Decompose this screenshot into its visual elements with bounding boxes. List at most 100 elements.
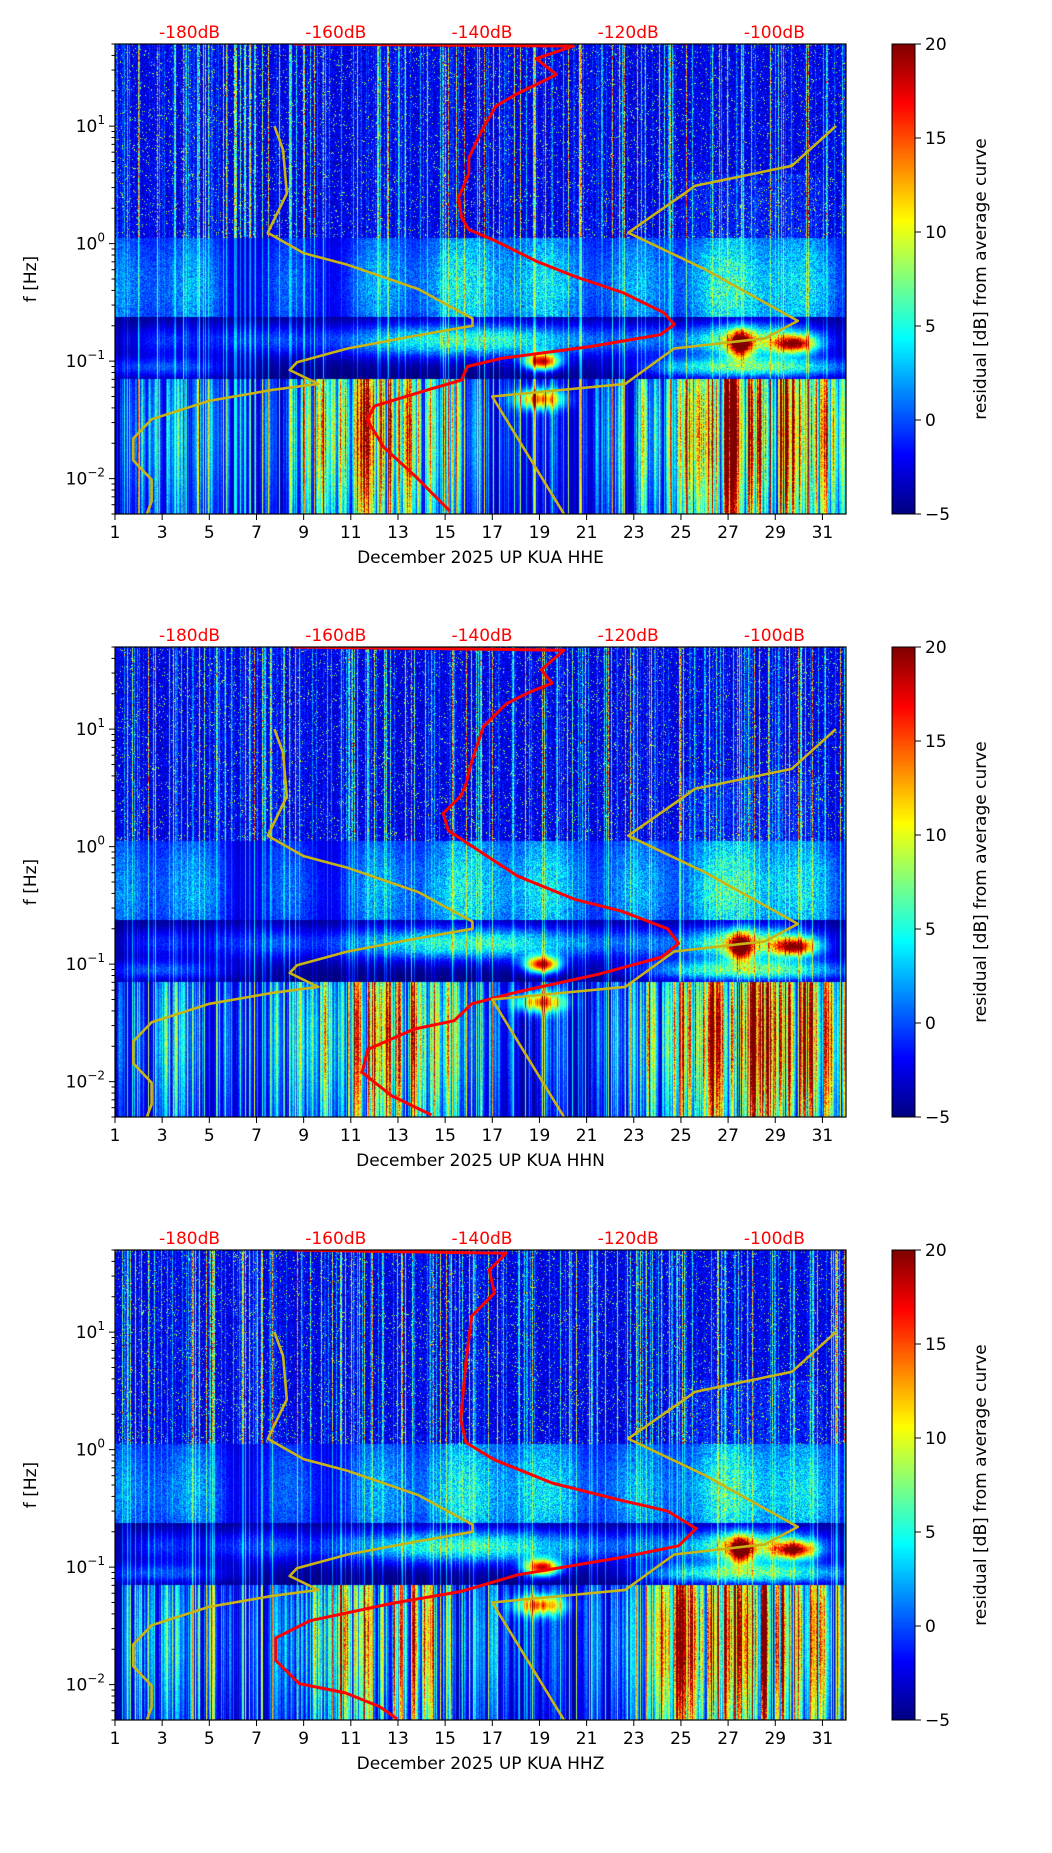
top-db-label: -140dB	[451, 626, 512, 646]
nlnm-curve	[132, 728, 474, 1117]
x-tick-label: 17	[481, 1729, 503, 1749]
y-tick-exponent: 1	[97, 716, 105, 730]
x-tick-label: 19	[529, 1126, 551, 1146]
y-tick-exponent: −2	[87, 466, 105, 480]
colorbar-label: residual [dB] from average curve	[971, 1344, 991, 1625]
y-tick-base: 10	[76, 838, 98, 858]
nlnm-curve	[132, 1331, 474, 1720]
plot-frame	[114, 1249, 847, 1721]
x-tick-label: 7	[251, 523, 262, 543]
colorbar-tick-label: 5	[925, 920, 936, 940]
x-tick-label: 13	[387, 1729, 409, 1749]
x-tick-label: 27	[717, 523, 739, 543]
x-tick-label: 9	[298, 1729, 309, 1749]
spectrogram-panel-hhn: 1 3 5 7 9 11 13 15 17 19 21 23 25 27 29 31 December 2025…	[0, 626, 1052, 1250]
x-tick-label: 3	[157, 1126, 168, 1146]
y-tick-exponent: −2	[87, 1672, 105, 1686]
x-tick-label: 5	[204, 523, 215, 543]
x-tick-label: 29	[764, 1729, 786, 1749]
top-db-label: -100dB	[744, 1229, 805, 1249]
x-tick-label: 21	[576, 523, 598, 543]
x-tick-label: 5	[204, 1729, 215, 1749]
x-tick-label: 15	[434, 523, 456, 543]
colorbar-tick-label: 15	[925, 1335, 947, 1355]
x-tick-label: 13	[387, 1126, 409, 1146]
colorbar-tick-label: −5	[925, 1711, 950, 1731]
y-tick-label: 10−1	[66, 348, 105, 372]
top-db-label: -160dB	[305, 626, 366, 646]
x-tick-label: 9	[298, 523, 309, 543]
y-tick-exponent: 0	[97, 834, 105, 848]
top-db-label: -100dB	[744, 626, 805, 646]
y-tick-base: 10	[76, 1323, 98, 1343]
spectrogram-panel-hhz: 1 3 5 7 9 11 13 15 17 19 21 23 25 27 29 31 December 2025…	[0, 1229, 1052, 1853]
x-tick-label: 19	[529, 523, 551, 543]
y-tick-base: 10	[66, 352, 88, 372]
y-tick-base: 10	[76, 117, 98, 137]
top-db-label: -180dB	[159, 626, 220, 646]
y-tick-exponent: −2	[87, 1069, 105, 1083]
colorbar-tick-label: 15	[925, 732, 947, 752]
colorbar-tick-label: 10	[925, 1429, 947, 1449]
colorbar	[892, 647, 915, 1117]
y-tick-label: 10−1	[66, 1554, 105, 1578]
x-tick-label: 7	[251, 1126, 262, 1146]
colorbar-tick-label: 20	[925, 35, 947, 55]
x-tick-label: 29	[764, 1126, 786, 1146]
x-tick-label: 1	[110, 1126, 121, 1146]
x-tick-label: 15	[434, 1126, 456, 1146]
x-tick-label: 11	[340, 523, 362, 543]
y-tick-label: 100	[76, 231, 105, 255]
colorbar-tick-label: 5	[925, 317, 936, 337]
top-db-label: -120dB	[598, 1229, 659, 1249]
x-tick-label: 7	[251, 1729, 262, 1749]
y-tick-exponent: 1	[97, 113, 105, 127]
nhnm-curve	[490, 728, 837, 1117]
y-tick-label: 100	[76, 834, 105, 858]
x-axis-label: December 2025 UP KUA HHZ	[357, 1754, 605, 1774]
y-tick-label: 101	[76, 113, 105, 137]
plot-frame	[114, 43, 847, 515]
x-axis-label: December 2025 UP KUA HHN	[356, 1151, 605, 1171]
colorbar-tick-label: 10	[925, 223, 947, 243]
y-tick-label: 10−2	[66, 466, 105, 490]
x-tick-label: 31	[812, 1729, 834, 1749]
y-tick-exponent: 1	[97, 1319, 105, 1333]
y-tick-exponent: −1	[87, 1554, 105, 1568]
nhnm-curve	[490, 125, 837, 514]
y-tick-base: 10	[66, 1676, 88, 1696]
nlnm-curve	[132, 125, 474, 514]
top-db-label: -180dB	[159, 1229, 220, 1249]
x-tick-label: 11	[340, 1729, 362, 1749]
x-tick-label: 1	[110, 523, 121, 543]
colorbar-tick-label: 15	[925, 129, 947, 149]
x-tick-label: 19	[529, 1729, 551, 1749]
colorbar-tick-label: 0	[925, 411, 936, 431]
x-tick-label: 17	[481, 523, 503, 543]
y-tick-base: 10	[76, 1441, 98, 1461]
x-tick-label: 25	[670, 1126, 692, 1146]
colorbar-tick-label: 20	[925, 1241, 947, 1261]
y-tick-exponent: −1	[87, 348, 105, 362]
x-tick-label: 3	[157, 523, 168, 543]
x-tick-label: 23	[623, 1729, 645, 1749]
y-tick-base: 10	[66, 1558, 88, 1578]
x-axis-label: December 2025 UP KUA HHE	[357, 548, 604, 568]
colorbar-frame	[891, 646, 916, 1118]
top-db-label: -140dB	[451, 23, 512, 43]
x-tick-label: 21	[576, 1729, 598, 1749]
y-tick-label: 100	[76, 1437, 105, 1461]
y-tick-label: 101	[76, 716, 105, 740]
x-tick-label: 23	[623, 523, 645, 543]
colorbar-tick-label: −5	[925, 1108, 950, 1128]
spectrogram-panel-hhe: 1 3 5 7 9 11 13 15 17 19 21 23 25 27 29 31 December 2025…	[0, 23, 1052, 647]
y-tick-base: 10	[76, 720, 98, 740]
x-tick-label: 15	[434, 1729, 456, 1749]
colorbar	[892, 1250, 915, 1720]
x-tick-label: 21	[576, 1126, 598, 1146]
colorbar-tick-label: 0	[925, 1014, 936, 1034]
x-tick-label: 11	[340, 1126, 362, 1146]
x-tick-label: 1	[110, 1729, 121, 1749]
